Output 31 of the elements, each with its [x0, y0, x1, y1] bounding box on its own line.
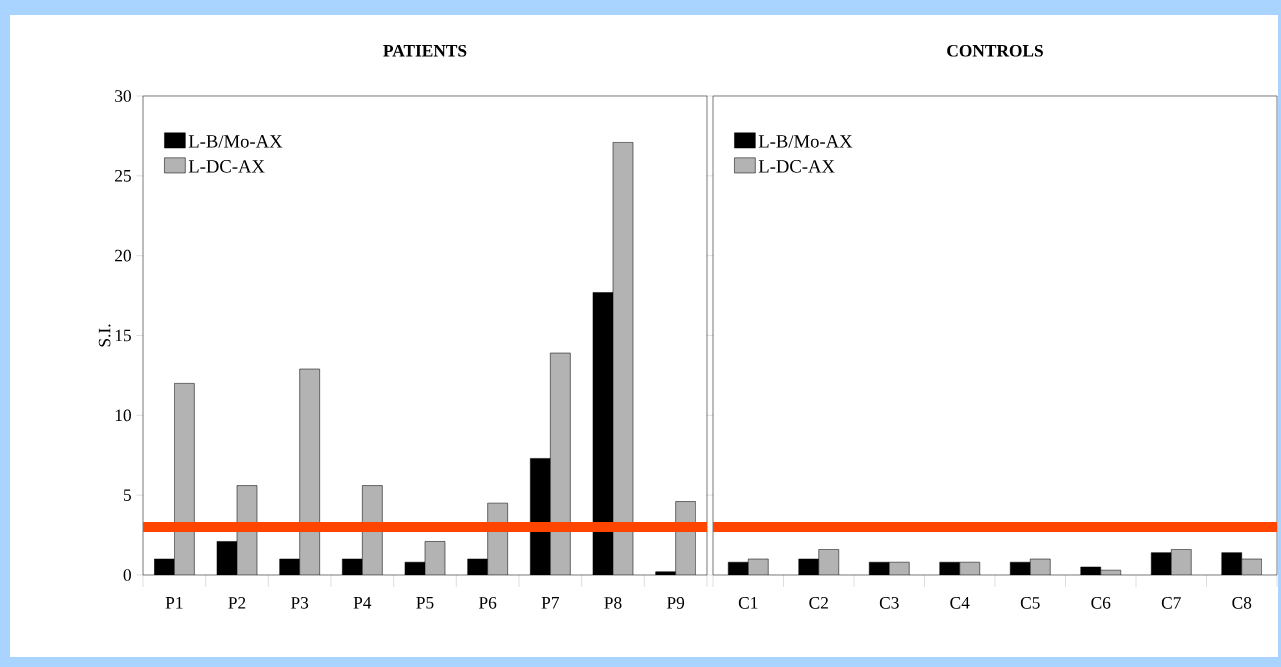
x-tick-label: P2 [228, 597, 246, 609]
y-tick-label: 0 [123, 569, 131, 581]
y-tick-label: 25 [115, 170, 131, 182]
x-tick-label: C6 [1091, 597, 1111, 609]
legend-label: L-DC-AX [758, 160, 835, 173]
y-tick-label: 15 [115, 329, 131, 342]
x-tick-label: C3 [879, 597, 899, 609]
x-tick-label: C2 [809, 597, 828, 609]
x-tick-label: C4 [950, 597, 970, 609]
y-axis-title: S.I. [98, 324, 111, 347]
legend-label: L-DC-AX [188, 160, 265, 173]
chart-title: CONTROLS [947, 44, 1043, 57]
x-tick-label: P8 [604, 597, 622, 609]
x-tick-label: C8 [1232, 597, 1252, 609]
x-tick-label: P3 [291, 597, 309, 609]
y-tick-label: 5 [123, 489, 131, 501]
y-tick-label: 20 [115, 249, 131, 262]
x-tick-label: P9 [667, 597, 685, 609]
x-tick-label: P5 [416, 597, 434, 609]
x-tick-label: P6 [479, 597, 497, 609]
x-tick-label: C5 [1020, 597, 1040, 609]
y-tick-label: 10 [115, 409, 131, 422]
x-tick-label: C7 [1161, 597, 1181, 609]
y-tick-label: 30 [115, 90, 131, 102]
x-tick-label: C1 [738, 597, 758, 609]
chart-title: PATIENTS [383, 44, 467, 57]
x-tick-label: P4 [353, 597, 372, 609]
x-tick-label: P7 [541, 597, 559, 609]
legend-label: L-B/Mo-AX [758, 135, 853, 148]
legend-label: L-B/Mo-AX [188, 135, 283, 148]
x-tick-label: P1 [165, 597, 183, 609]
